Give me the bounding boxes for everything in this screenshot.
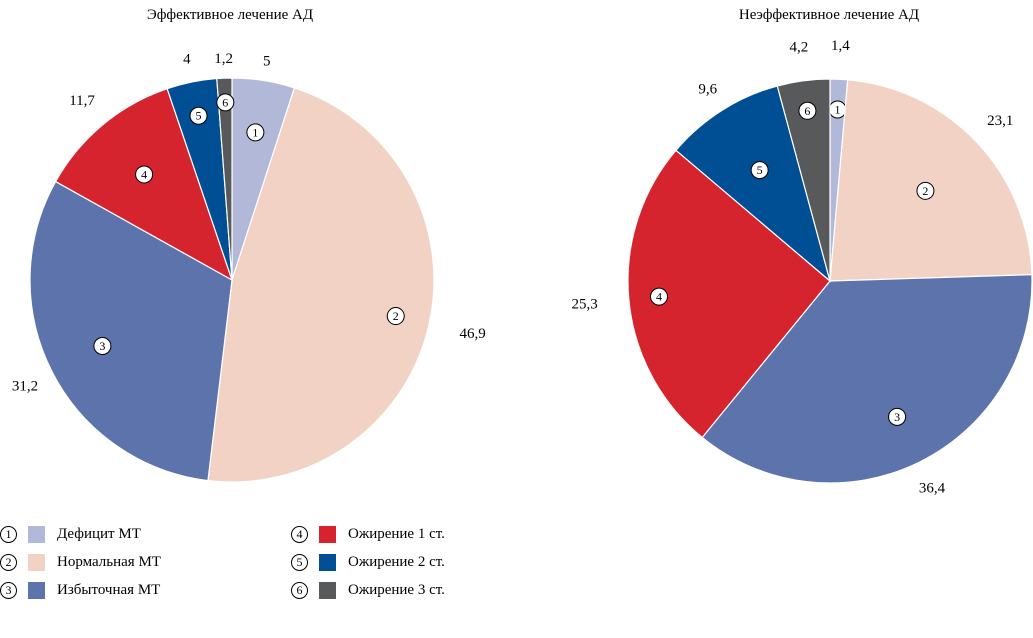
legend-label-1: Дефицит МТ: [57, 526, 141, 542]
legend-label-4: Ожирение 1 ст.: [348, 526, 445, 542]
legend-item-5: 5 Ожирение 2 ст.: [291, 554, 445, 571]
slice-number-circle-4: [135, 165, 154, 184]
slice-number-circle-6: [216, 93, 235, 112]
value-label-6: 4,2: [790, 40, 809, 56]
legend-item-1: 1 Дефицит МТ: [0, 526, 141, 543]
chart-title-effective: Эффективное лечение АД: [147, 7, 313, 23]
legend-swatch-6: [319, 582, 336, 599]
legend-number-4: 4: [291, 526, 308, 543]
slice-number-2: 2: [393, 309, 399, 323]
legend-label-3: Избыточная МТ: [57, 582, 161, 598]
slice-number-1: 1: [252, 125, 258, 139]
slice-number-circle-5: [750, 161, 769, 180]
legend-number-2: 2: [0, 554, 17, 571]
slice-number-2: 2: [922, 184, 928, 198]
slice-number-1: 1: [835, 102, 841, 116]
legend-swatch-1: [28, 526, 45, 543]
pie-slice-6: [216, 77, 233, 281]
slice-number-circle-2: [916, 181, 935, 200]
slice-number-4: 4: [656, 290, 662, 304]
slice-number-circle-3: [888, 407, 907, 426]
legend-number-6: 6: [291, 582, 308, 599]
chart-title-ineffective: Неэффективное лечение АД: [739, 7, 919, 23]
legend-item-4: 4 Ожирение 1 ст.: [291, 526, 445, 543]
legend-swatch-4: [319, 526, 336, 543]
slice-number-4: 4: [141, 167, 147, 181]
pie-ineffective: 1 1,4 2 23,1 3 36,4 4 25,3 5 9,6 6 4,2: [571, 38, 1033, 496]
slice-number-3: 3: [894, 410, 900, 424]
legend-label-6: Ожирение 3 ст.: [348, 582, 445, 598]
value-label-6: 1,2: [214, 51, 233, 67]
slice-number-5: 5: [196, 109, 202, 123]
value-label-4: 11,7: [69, 93, 95, 109]
value-label-3: 36,4: [919, 480, 946, 496]
legend-label-5: Ожирение 2 ст.: [348, 554, 445, 570]
pie-slice-3: [29, 180, 233, 482]
slice-number-5: 5: [757, 163, 763, 177]
slice-number-circle-3: [93, 337, 112, 356]
value-label-5: 4: [183, 51, 191, 67]
legend-number-1: 1: [0, 526, 17, 543]
slice-number-circle-6: [798, 101, 817, 120]
value-label-5: 9,6: [698, 81, 717, 97]
value-label-1: 1,4: [831, 38, 850, 54]
pie-slice-2: [829, 79, 1033, 282]
legend-item-6: 6 Ожирение 3 ст.: [291, 582, 445, 599]
slice-number-circle-1: [246, 123, 265, 142]
slice-number-circle-4: [650, 287, 669, 306]
legend-number-3: 3: [0, 582, 17, 599]
pie-slice-4: [627, 149, 831, 439]
slice-number-6: 6: [804, 104, 810, 118]
slice-number-circle-2: [386, 307, 405, 326]
pie-slice-2: [207, 87, 435, 483]
legend-item-2: 2 Нормальная МТ: [0, 554, 161, 571]
legend-swatch-5: [319, 554, 336, 571]
value-label-3: 31,2: [12, 378, 38, 394]
legend-item-3: 3 Избыточная МТ: [0, 582, 160, 599]
value-label-2: 46,9: [460, 326, 486, 342]
slice-number-6: 6: [222, 95, 228, 109]
legend-swatch-3: [28, 582, 45, 599]
value-label-2: 23,1: [987, 113, 1013, 129]
legend-number-5: 5: [291, 554, 308, 571]
pie-slice-3: [701, 274, 1033, 484]
pie-slice-4: [54, 87, 234, 282]
value-label-1: 5: [263, 54, 271, 70]
legend: 1 Дефицит МТ 2 Нормальная МТ 3 Избыточна…: [0, 526, 520, 616]
legend-label-2: Нормальная МТ: [57, 554, 161, 570]
legend-swatch-2: [28, 554, 45, 571]
pie-slice-6: [776, 78, 831, 282]
slice-number-3: 3: [99, 339, 105, 353]
pie-effective: 1 5 2 46,9 3 31,2 4 11,7 5 4 6 1,2: [12, 51, 486, 483]
value-label-4: 25,3: [571, 296, 597, 312]
slice-number-circle-5: [189, 106, 208, 125]
pie-slice-5: [675, 85, 832, 283]
